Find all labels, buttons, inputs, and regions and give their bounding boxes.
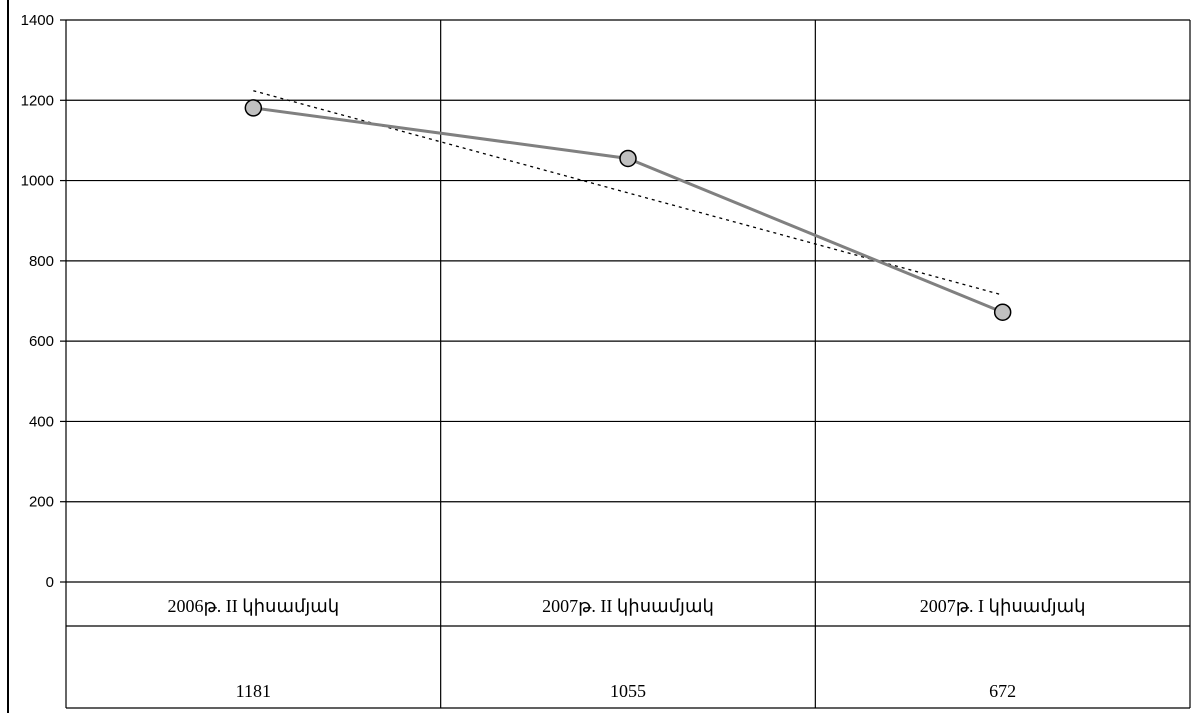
- category-label: 2007թ. I կիսամյակ: [920, 596, 1086, 616]
- data-point-marker: [619, 149, 637, 168]
- y-tick-label: 1400: [21, 12, 54, 29]
- data-table: 2006թ. II կիսամյակ 2007թ. II կիսամյակ 2007…: [66, 596, 1190, 709]
- data-point-marker: [993, 303, 1012, 321]
- y-tick-label: 400: [29, 413, 54, 430]
- series-layer: [244, 99, 1012, 321]
- y-tick-label: 1000: [21, 173, 54, 190]
- data-table-value: 672: [989, 681, 1016, 701]
- y-axis-tick-labels: 0 200 400 600 800 1000 1200 1400: [21, 12, 54, 591]
- y-tick-label: 0: [46, 574, 54, 591]
- data-point-marker: [244, 99, 263, 117]
- y-tick-label: 1200: [21, 92, 54, 109]
- y-tick-label: 200: [29, 494, 54, 511]
- data-table-value: 1055: [610, 681, 646, 701]
- data-table-value: 1181: [236, 681, 271, 701]
- y-tick-label: 800: [29, 253, 54, 270]
- category-label: 2006թ. II կիսամյակ: [167, 596, 339, 616]
- y-tick-label: 600: [29, 333, 54, 350]
- gridlines: [60, 19, 1191, 708]
- category-label: 2007թ. II կիսամյակ: [542, 596, 714, 616]
